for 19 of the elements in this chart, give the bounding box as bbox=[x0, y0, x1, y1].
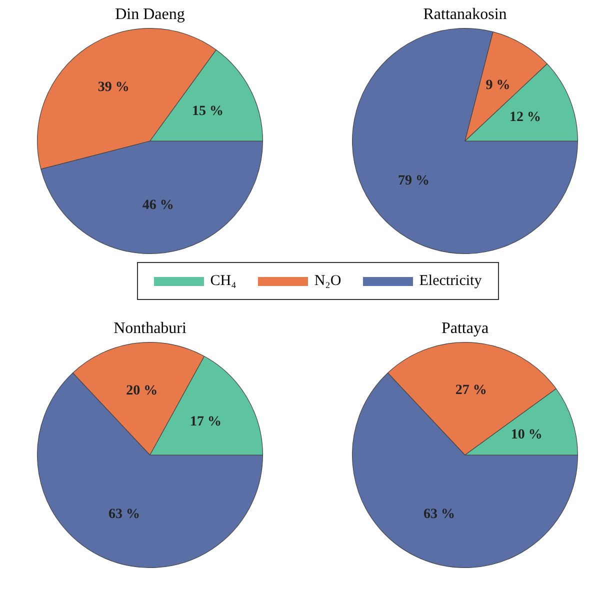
legend-label: CH₄ bbox=[210, 272, 236, 290]
chart-title: Pattaya bbox=[440, 319, 490, 339]
data-label: 39 % bbox=[98, 80, 130, 96]
data-label: 17 % bbox=[190, 414, 222, 430]
data-label: 79 % bbox=[398, 173, 430, 188]
data-label: 46 % bbox=[142, 198, 174, 213]
data-label: 20 % bbox=[126, 383, 158, 398]
chart-title: Rattanakosin bbox=[422, 5, 508, 25]
data-label: 12 % bbox=[510, 110, 541, 125]
data-label: 10 % bbox=[510, 428, 542, 443]
chart-title: Din Daeng bbox=[114, 5, 186, 25]
data-label: 15 % bbox=[192, 104, 224, 120]
chart-title: Nonthaburi bbox=[112, 319, 188, 339]
legend-label: Electricity bbox=[419, 272, 482, 290]
data-label: 63 % bbox=[424, 507, 456, 522]
legend-label: N₂O bbox=[314, 272, 342, 290]
data-label: 27 % bbox=[455, 383, 487, 398]
data-label: 63 % bbox=[108, 507, 140, 522]
data-label: 9 % bbox=[486, 78, 510, 93]
